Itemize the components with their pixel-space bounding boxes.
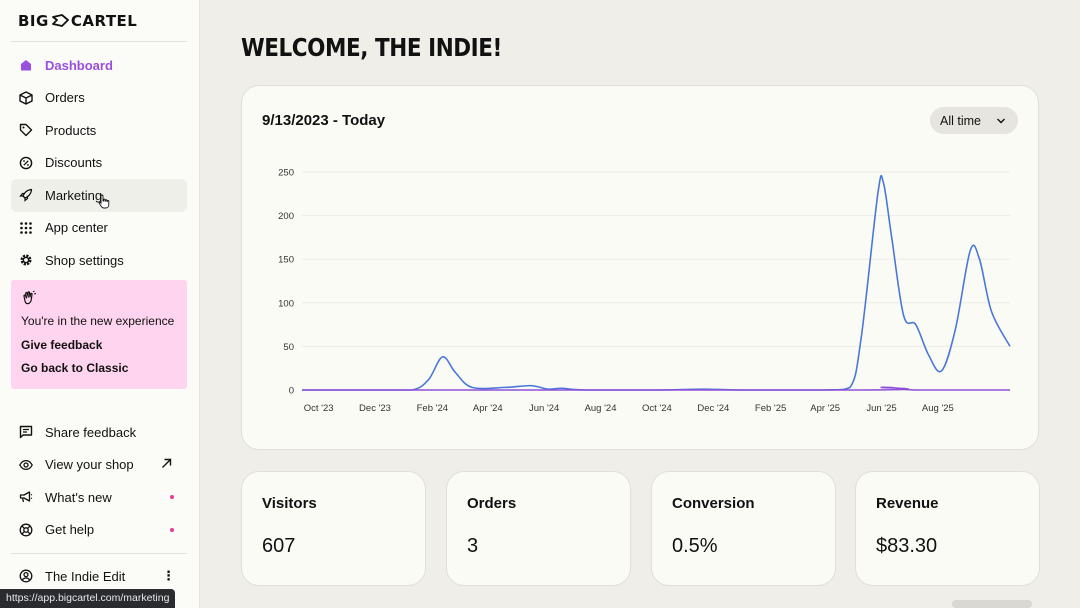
account-divider <box>11 553 187 554</box>
series-line-1 <box>301 174 1011 391</box>
timeframe-selected-value: All time <box>940 113 981 128</box>
y-tick-label: 150 <box>278 255 294 266</box>
line-chart: 0 50 100 150 200 250 Oct '23 Dec '23 Feb '24 Apr … <box>278 168 1011 414</box>
status-bar-url: https://app.bigcartel.com/marketing <box>0 589 176 608</box>
eye-icon <box>19 458 33 472</box>
user-circle-icon <box>19 569 33 583</box>
scrollbar-thumb[interactable] <box>952 600 1032 608</box>
nav-label-shop-settings: Shop settings <box>45 252 124 268</box>
megaphone-icon <box>19 490 33 504</box>
x-tick-label: Jun '24 <box>529 403 559 414</box>
x-tick-label: Jun '25 <box>866 403 896 414</box>
series-line-2 <box>301 386 1010 391</box>
nav-label-marketing: Marketing <box>45 187 103 203</box>
y-tick-label: 250 <box>278 168 294 179</box>
logo-mark-icon <box>51 14 69 28</box>
tag-icon <box>19 123 33 137</box>
date-range-label: 9/13/2023 - Today <box>262 112 386 129</box>
nav-label-orders: Orders <box>45 90 85 106</box>
nav-item-shop-settings[interactable]: Shop settings <box>11 244 187 277</box>
big-cartel-logo[interactable]: BIG CARTEL <box>18 12 137 30</box>
x-tick-label: Oct '23 <box>304 403 334 414</box>
y-tick-label: 50 <box>283 342 294 353</box>
external-link-icon <box>161 457 172 472</box>
y-tick-label: 100 <box>278 298 294 309</box>
account-name: The Indie Edit <box>45 568 126 584</box>
nav-item-marketing[interactable]: Marketing <box>11 179 187 212</box>
chevron-down-icon <box>996 115 1006 129</box>
grid-icon <box>19 221 33 235</box>
waving-hand-icon <box>21 290 37 306</box>
discount-icon <box>19 156 33 170</box>
nav-label-app-center: App center <box>45 220 108 236</box>
nav-item-whats-new[interactable]: What's new <box>11 481 187 514</box>
nav-item-share-feedback[interactable]: Share feedback <box>11 416 187 449</box>
conversion-stat-card[interactable]: Conversion 0.5% <box>651 471 836 586</box>
nav-label-dashboard: Dashboard <box>45 57 113 73</box>
gear-icon <box>19 253 33 267</box>
x-tick-label: Apr '25 <box>810 403 840 414</box>
y-tick-label: 0 <box>289 386 294 397</box>
x-tick-label: Feb '25 <box>755 403 786 414</box>
stat-label-revenue: Revenue <box>876 495 939 512</box>
chat-icon <box>19 425 33 439</box>
sidebar: BIG CARTEL Dashboard Orders Products <box>0 0 200 608</box>
page-title: WELCOME, THE INDIE! <box>241 33 502 62</box>
primary-nav: Dashboard Orders Products Discounts Mark… <box>11 49 187 277</box>
x-tick-label: Dec '23 <box>359 403 391 414</box>
nav-label-view-your-shop: View your shop <box>45 457 134 473</box>
stat-value-revenue: $83.30 <box>876 535 938 557</box>
stat-value-visitors: 607 <box>262 535 296 557</box>
stat-label-orders: Orders <box>467 495 517 512</box>
revenue-stat-card[interactable]: Revenue $83.30 <box>855 471 1040 586</box>
account-item[interactable]: The Indie Edit ⋮ <box>11 560 187 593</box>
nav-item-discounts[interactable]: Discounts <box>11 147 187 180</box>
nav-label-get-help: Get help <box>45 522 95 538</box>
x-tick-label: Feb '24 <box>417 403 448 414</box>
nav-label-products: Products <box>45 122 97 138</box>
help-icon <box>19 523 33 537</box>
x-tick-label: Oct '24 <box>642 403 672 414</box>
traffic-chart-card: 9/13/2023 - Today All time 0 50 100 150 200 2… <box>241 85 1039 450</box>
x-tick-label: Aug '24 <box>585 403 617 414</box>
whats-new-notification-dot <box>170 495 174 500</box>
stat-value-conversion: 0.5% <box>672 535 718 557</box>
nav-label-share-feedback: Share feedback <box>45 424 137 440</box>
logo-divider <box>11 41 187 42</box>
nav-item-products[interactable]: Products <box>11 114 187 147</box>
logo-text-big: BIG <box>18 12 49 30</box>
nav-item-app-center[interactable]: App center <box>11 212 187 245</box>
x-tick-label: Aug '25 <box>922 403 954 414</box>
stat-label-conversion: Conversion <box>672 495 755 512</box>
nav-label-whats-new: What's new <box>45 489 112 505</box>
nav-label-discounts: Discounts <box>45 155 103 171</box>
visitors-stat-card[interactable]: Visitors 607 <box>241 471 426 586</box>
orders-stat-card[interactable]: Orders 3 <box>446 471 631 586</box>
stat-label-visitors: Visitors <box>262 495 317 512</box>
x-tick-label: Apr '24 <box>473 403 503 414</box>
give-feedback-link[interactable]: Give feedback <box>21 338 103 352</box>
x-tick-label: Dec '24 <box>697 403 729 414</box>
hand-cursor-icon <box>98 194 111 212</box>
rocket-icon <box>19 188 33 202</box>
new-experience-message: You're in the new experience <box>21 314 175 328</box>
nav-item-view-your-shop[interactable]: View your shop <box>11 449 187 482</box>
go-back-to-classic-link[interactable]: Go back to Classic <box>21 361 129 375</box>
get-help-notification-dot <box>170 527 174 532</box>
nav-item-get-help[interactable]: Get help <box>11 514 187 547</box>
new-experience-banner: You're in the new experience Give feedba… <box>11 280 187 389</box>
nav-item-dashboard[interactable]: Dashboard <box>11 49 187 82</box>
timeframe-dropdown[interactable]: All time <box>930 107 1018 134</box>
y-tick-label: 200 <box>278 211 294 222</box>
logo-text-cartel: CARTEL <box>70 12 138 30</box>
stat-value-orders: 3 <box>467 535 479 557</box>
nav-item-orders[interactable]: Orders <box>11 82 187 115</box>
box-icon <box>19 91 33 105</box>
account-menu[interactable]: The Indie Edit ⋮ <box>11 560 187 593</box>
home-icon <box>19 58 33 72</box>
secondary-nav: Share feedback View your shop What's new… <box>11 416 187 546</box>
kebab-menu-icon[interactable]: ⋮ <box>162 568 175 584</box>
